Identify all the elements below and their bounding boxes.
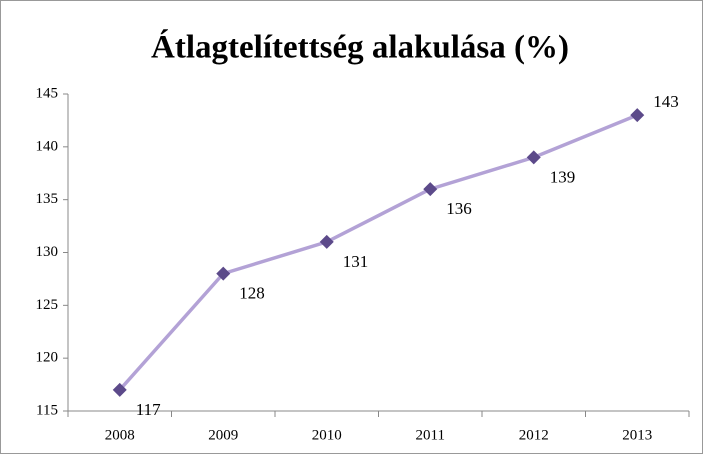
- x-tick-label: 2008: [105, 427, 135, 443]
- y-tick-label: 145: [36, 85, 59, 101]
- data-label: 131: [343, 252, 369, 271]
- y-tick-label: 125: [36, 297, 59, 313]
- marker: [216, 266, 231, 281]
- series-line: [118, 113, 638, 392]
- marker: [630, 108, 645, 123]
- x-tick-label: 2009: [208, 427, 238, 443]
- y-tick-label: 115: [36, 402, 58, 418]
- data-label: 139: [550, 167, 576, 186]
- chart-title: Átlagtelítettség alakulása (%): [151, 29, 569, 66]
- y-tick-label: 135: [36, 191, 59, 207]
- x-tick-label: 2010: [312, 427, 342, 443]
- marker: [423, 182, 438, 197]
- x-tick-label: 2013: [622, 427, 652, 443]
- data-label: 143: [653, 92, 679, 111]
- y-tick-label: 130: [36, 244, 59, 260]
- data-label: 117: [136, 400, 161, 419]
- marker: [112, 382, 127, 397]
- y-tick-label: 120: [36, 350, 59, 366]
- y-tick-label: 140: [36, 138, 59, 154]
- x-tick-label: 2012: [519, 427, 549, 443]
- x-tick-label: 2011: [416, 427, 445, 443]
- marker: [526, 150, 541, 165]
- data-label: 136: [446, 199, 472, 218]
- marker: [319, 234, 334, 249]
- data-label: 128: [239, 284, 265, 303]
